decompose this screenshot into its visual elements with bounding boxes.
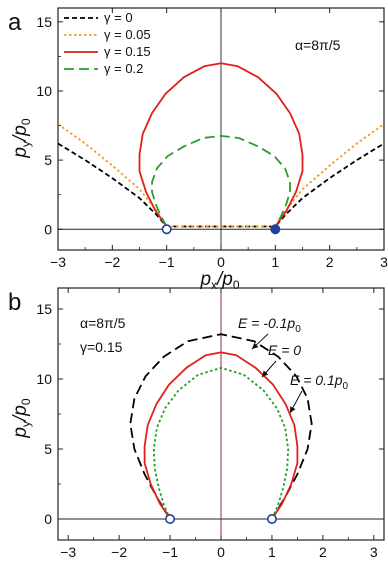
series-line-1: [58, 123, 384, 228]
panel-b-ticks: −3 −2 −1 0 1 2 3 0 5 10 15: [36, 288, 384, 560]
legend-label-2: γ = 0.15: [104, 44, 151, 59]
legend-label-3: γ = 0.2: [104, 61, 143, 76]
energy-labels: E = -0.1p0 E = 0 E = 0.1p0: [238, 315, 349, 414]
x-tick-label: 1: [268, 544, 276, 560]
x-tick-label: −2: [111, 544, 127, 560]
endpoint-marker-0: [165, 513, 176, 524]
energy-label-2: E = 0.1p0: [290, 372, 349, 392]
series-line-1: [143, 351, 299, 520]
energy-label-0: E = -0.1p0: [238, 315, 301, 335]
energy-arrowhead-0: [252, 342, 259, 349]
series-group: [129, 333, 313, 520]
panel-a-y-axis-title: py/p0: [10, 118, 33, 158]
y-tick-label: 0: [44, 221, 52, 237]
series-line-0: [58, 142, 384, 228]
panel-a-ticks: −3 −2 −1 0 1 2 3 0 5 10 15: [36, 8, 388, 270]
y-tick-label: 15: [36, 301, 52, 317]
y-tick-label: 10: [36, 371, 52, 387]
energy-arrowhead-2: [290, 406, 296, 413]
svg-text:py/p0: py/p0: [10, 118, 33, 158]
x-tick-label: 3: [370, 544, 378, 560]
x-tick-label: −1: [159, 254, 175, 270]
svg-text:px/p0: px/p0: [199, 269, 239, 292]
y-tick-label: 10: [36, 83, 52, 99]
panel-b-letter: b: [8, 289, 21, 316]
x-tick-label: 0: [217, 254, 225, 270]
energy-arrowhead-1: [262, 370, 269, 377]
series-line-2: [152, 366, 290, 520]
x-tick-label: −2: [104, 254, 120, 270]
series-line-3: [151, 135, 291, 227]
panel-a-plot-area: [58, 62, 384, 235]
y-tick-label: 5: [44, 152, 52, 168]
y-tick-label: 0: [44, 511, 52, 527]
panel-b-y-axis-title: py/p0: [10, 398, 33, 438]
panel-b: b py/p0 −3 −2 −1 0 1 2 3 0 5 10 15 α=8π/5 γ=0.15 E…: [8, 287, 385, 560]
endpoint-marker-1: [266, 513, 277, 524]
energy-label-1: E = 0: [268, 342, 301, 358]
x-tick-label: 3: [380, 254, 388, 270]
x-tick-label: 1: [271, 254, 279, 270]
endpoint-marker-1: [270, 224, 281, 235]
panel-a-x-axis-title: px/p0: [199, 269, 239, 292]
alpha-annotation: α=8π/5: [295, 37, 341, 53]
params-gamma: γ=0.15: [80, 339, 123, 355]
svg-text:py/p0: py/p0: [10, 398, 33, 438]
series-group: [58, 62, 384, 228]
panel-b-plot-area: [129, 333, 313, 524]
x-tick-label: 0: [217, 544, 225, 560]
x-tick-label: 2: [319, 544, 327, 560]
series-line-2: [138, 62, 304, 228]
endpoint-marker-0: [161, 224, 172, 235]
x-tick-label: −3: [60, 544, 76, 560]
params-alpha: α=8π/5: [80, 315, 126, 331]
x-tick-label: 2: [326, 254, 334, 270]
series-line-0: [129, 333, 313, 520]
legend: γ = 0 γ = 0.05 γ = 0.15 γ = 0.2: [64, 10, 151, 76]
x-tick-label: −1: [162, 544, 178, 560]
x-tick-label: −3: [50, 254, 66, 270]
legend-label-1: γ = 0.05: [104, 27, 151, 42]
y-tick-label: 15: [36, 14, 52, 30]
panel-a-letter: a: [8, 9, 22, 36]
y-tick-label: 5: [44, 441, 52, 457]
legend-label-0: γ = 0: [104, 10, 133, 25]
